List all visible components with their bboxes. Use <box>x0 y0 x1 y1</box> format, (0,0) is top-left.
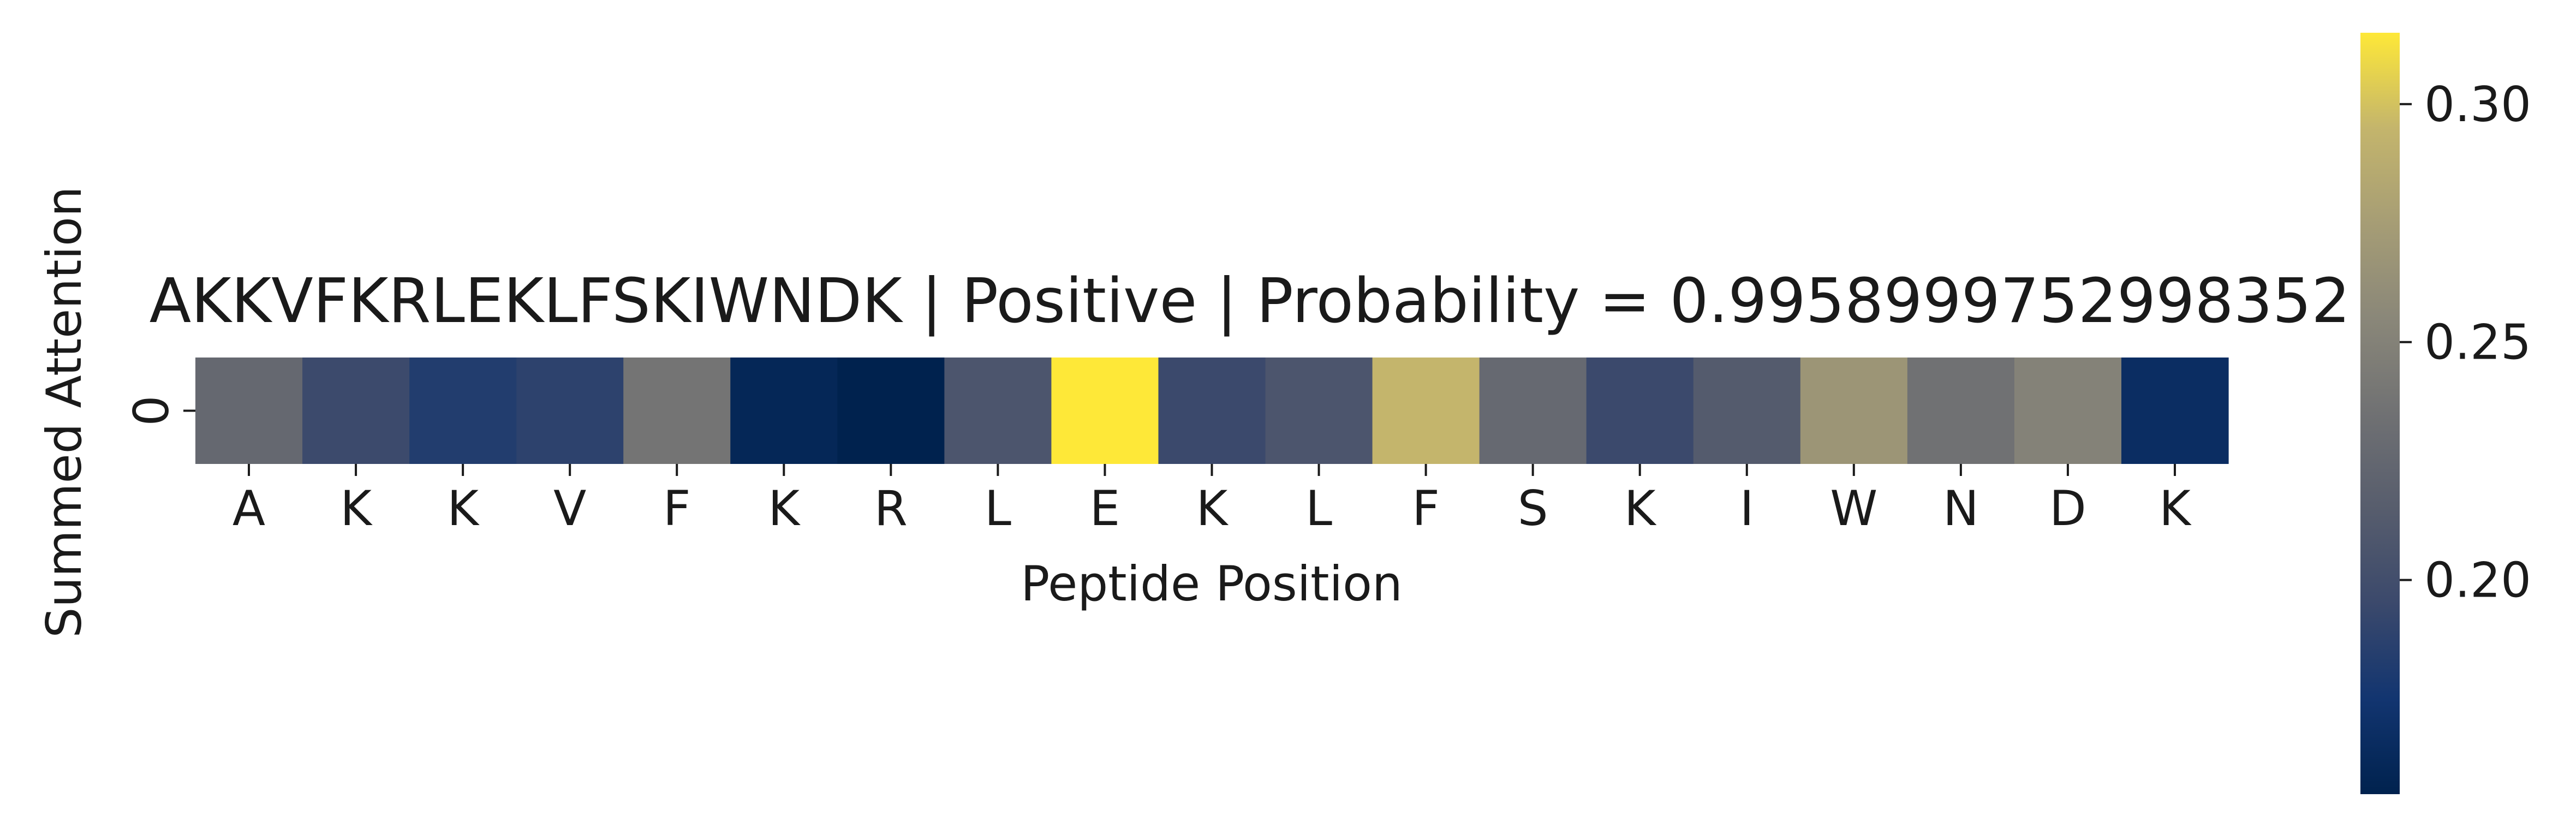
heatmap-cell <box>1479 358 1587 464</box>
heatmap-cell <box>1158 358 1266 464</box>
heatmap-cell <box>1372 358 1480 464</box>
y-tick-label: 0 <box>123 396 180 426</box>
x-tick-label: K <box>768 480 801 537</box>
heatmap-cells <box>195 358 2229 464</box>
heatmap-cell <box>195 358 303 464</box>
x-tick-label: S <box>1518 480 1548 537</box>
heatmap-cell <box>516 358 624 464</box>
x-tick-label: A <box>232 480 265 537</box>
colorbar-tick-label: 0.20 <box>2424 552 2531 609</box>
x-tick-label: K <box>447 480 480 537</box>
heatmap-cell <box>2121 358 2229 464</box>
colorbar <box>2360 33 2400 794</box>
heatmap-cell <box>1586 358 1694 464</box>
x-tick-label: K <box>2159 480 2192 537</box>
heatmap-cell <box>1693 358 1801 464</box>
x-tick-label: V <box>553 480 586 537</box>
x-tick-label: I <box>1740 480 1754 537</box>
y-axis-label: Summed Attention <box>36 186 92 638</box>
x-tick-label: R <box>874 480 908 537</box>
y-tick-layer: 0 <box>123 396 195 426</box>
x-tick-label: N <box>1943 480 1979 537</box>
x-tick-label: W <box>1830 480 1877 537</box>
x-tick-label: K <box>340 480 373 537</box>
x-tick-label: F <box>663 480 691 537</box>
heatmap-cell <box>409 358 517 464</box>
heatmap-cell <box>944 358 1052 464</box>
x-tick-label: D <box>2049 480 2086 537</box>
x-tick-label: K <box>1624 480 1657 537</box>
x-tick-label: L <box>1305 480 1332 537</box>
x-tick-label: L <box>985 480 1011 537</box>
x-tick-label: K <box>1196 480 1229 537</box>
x-axis-label: Peptide Position <box>1021 556 1403 612</box>
heatmap-cell <box>837 358 945 464</box>
heatmap-cell <box>730 358 838 464</box>
x-tick-label: E <box>1090 480 1120 537</box>
heatmap-cell <box>1800 358 1908 464</box>
heatmap-cell <box>2014 358 2122 464</box>
heatmap-cell <box>1265 358 1373 464</box>
heatmap-cell <box>302 358 410 464</box>
colorbar-tick-label: 0.30 <box>2424 76 2531 133</box>
chart-title: AKKVFKRLEKLFSKIWNDK | Positive | Probabi… <box>150 266 2351 337</box>
heatmap-cell <box>1907 358 2015 464</box>
heatmap-cell <box>1051 358 1159 464</box>
heatmap-cell <box>623 358 731 464</box>
colorbar-tick-label: 0.25 <box>2424 314 2531 371</box>
x-tick-label: F <box>1412 480 1440 537</box>
colorbar-tick-layer: 0.20 0.25 0.30 <box>2400 76 2531 609</box>
